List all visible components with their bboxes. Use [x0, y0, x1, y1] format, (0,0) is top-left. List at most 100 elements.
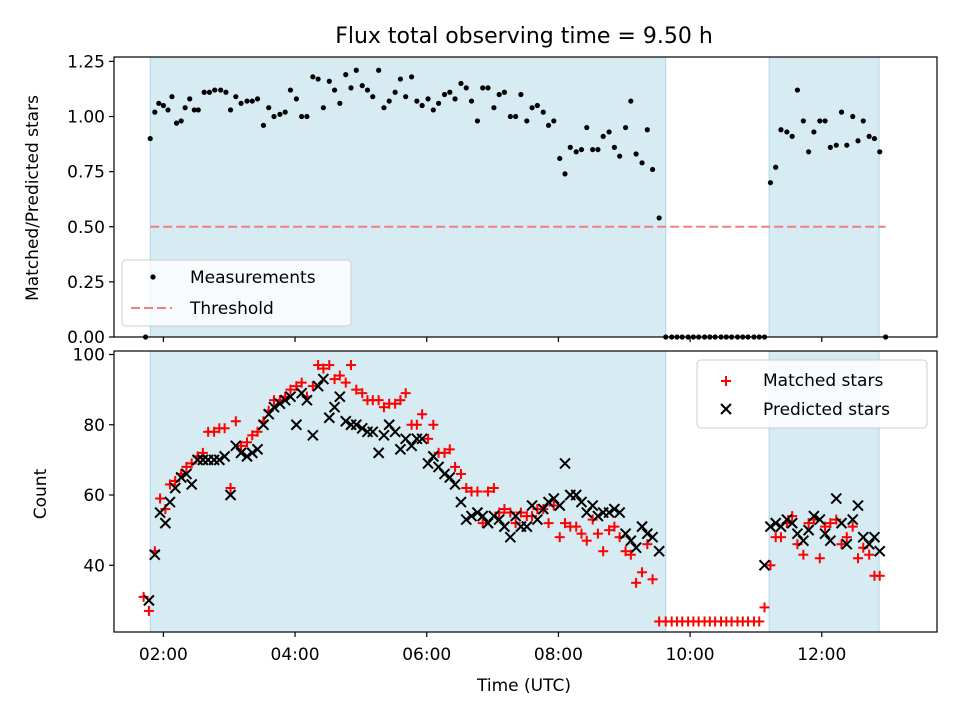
data-point — [825, 518, 836, 529]
data-point — [400, 388, 411, 399]
y-tick-label: 60 — [83, 486, 105, 506]
data-point — [411, 419, 422, 430]
data-point — [160, 102, 166, 109]
data-point — [356, 422, 368, 434]
data-point — [405, 440, 418, 452]
data-point — [499, 504, 510, 515]
data-point — [592, 510, 604, 522]
data-point — [874, 570, 885, 581]
data-point — [608, 503, 621, 515]
data-point — [287, 87, 294, 93]
data-point — [455, 496, 467, 508]
data-point — [822, 118, 828, 124]
data-point — [871, 135, 878, 142]
data-point — [835, 517, 848, 529]
data-point — [357, 388, 368, 399]
x-tick-label: 04:00 — [271, 645, 320, 665]
data-point — [233, 94, 239, 100]
data-point — [637, 567, 648, 578]
data-point — [254, 96, 261, 102]
data-point — [164, 479, 175, 490]
data-point — [326, 78, 332, 84]
legend-marker-matched — [721, 376, 731, 386]
data-point — [505, 507, 516, 518]
data-point — [575, 496, 588, 508]
data-point — [238, 100, 244, 106]
data-point — [606, 129, 612, 135]
data-point — [317, 373, 330, 385]
legend: Matched stars Predicted stars — [696, 359, 928, 429]
data-point — [647, 574, 658, 585]
data-point — [313, 360, 324, 371]
data-point — [290, 419, 303, 431]
y-tick-label: 100 — [73, 346, 105, 366]
data-point — [197, 447, 208, 458]
data-point — [143, 605, 154, 616]
data-point — [477, 518, 488, 529]
data-point — [147, 135, 153, 142]
data-point — [246, 447, 258, 459]
data-point — [444, 471, 456, 484]
data-point — [324, 360, 335, 371]
data-point — [537, 503, 549, 515]
data-point — [271, 113, 277, 120]
data-point — [567, 144, 573, 150]
data-point — [463, 85, 469, 91]
data-point — [307, 429, 319, 442]
data-point — [811, 129, 817, 135]
data-point — [277, 111, 283, 117]
data-point — [460, 513, 472, 526]
data-point — [236, 440, 247, 451]
data-point — [604, 525, 615, 536]
data-point — [581, 535, 592, 546]
data-point — [452, 96, 458, 102]
data-point — [509, 510, 522, 522]
data-point — [798, 549, 809, 560]
data-point — [419, 102, 425, 109]
data-point — [476, 510, 489, 522]
data-point — [518, 91, 524, 98]
data-point — [595, 146, 601, 153]
series-matched-stars — [138, 360, 885, 627]
y-tick-label: 0.50 — [67, 218, 105, 238]
data-point — [312, 380, 324, 392]
data-point — [247, 430, 258, 441]
data-point — [423, 433, 434, 444]
data-point — [159, 517, 172, 529]
shaded-interval-1 — [768, 56, 880, 338]
data-point — [526, 499, 538, 512]
data-point — [152, 109, 158, 115]
data-point — [817, 118, 823, 124]
data-point — [855, 138, 861, 144]
data-point — [609, 521, 620, 532]
data-point — [392, 89, 398, 95]
data-point — [471, 506, 484, 519]
data-point — [830, 492, 842, 505]
data-point — [548, 500, 559, 511]
data-point — [169, 482, 181, 494]
data-point — [510, 518, 521, 529]
data-point — [465, 510, 478, 522]
data-point — [573, 149, 579, 155]
data-point — [447, 89, 453, 95]
data-point — [449, 478, 461, 491]
data-point — [291, 381, 302, 392]
data-point — [759, 602, 770, 613]
x-tick-label: 12:00 — [797, 645, 846, 665]
data-point — [584, 124, 590, 131]
data-point — [529, 105, 535, 111]
data-point — [390, 398, 401, 409]
legend-label-predicted: Predicted stars — [763, 400, 890, 420]
data-point — [877, 149, 883, 155]
data-point — [279, 394, 291, 406]
data-point — [225, 482, 236, 493]
data-point — [329, 374, 340, 385]
data-point — [230, 416, 241, 427]
data-point — [496, 91, 502, 98]
data-point — [778, 127, 784, 133]
data-point — [430, 107, 436, 113]
data-point — [625, 549, 636, 560]
data-point — [244, 98, 250, 104]
